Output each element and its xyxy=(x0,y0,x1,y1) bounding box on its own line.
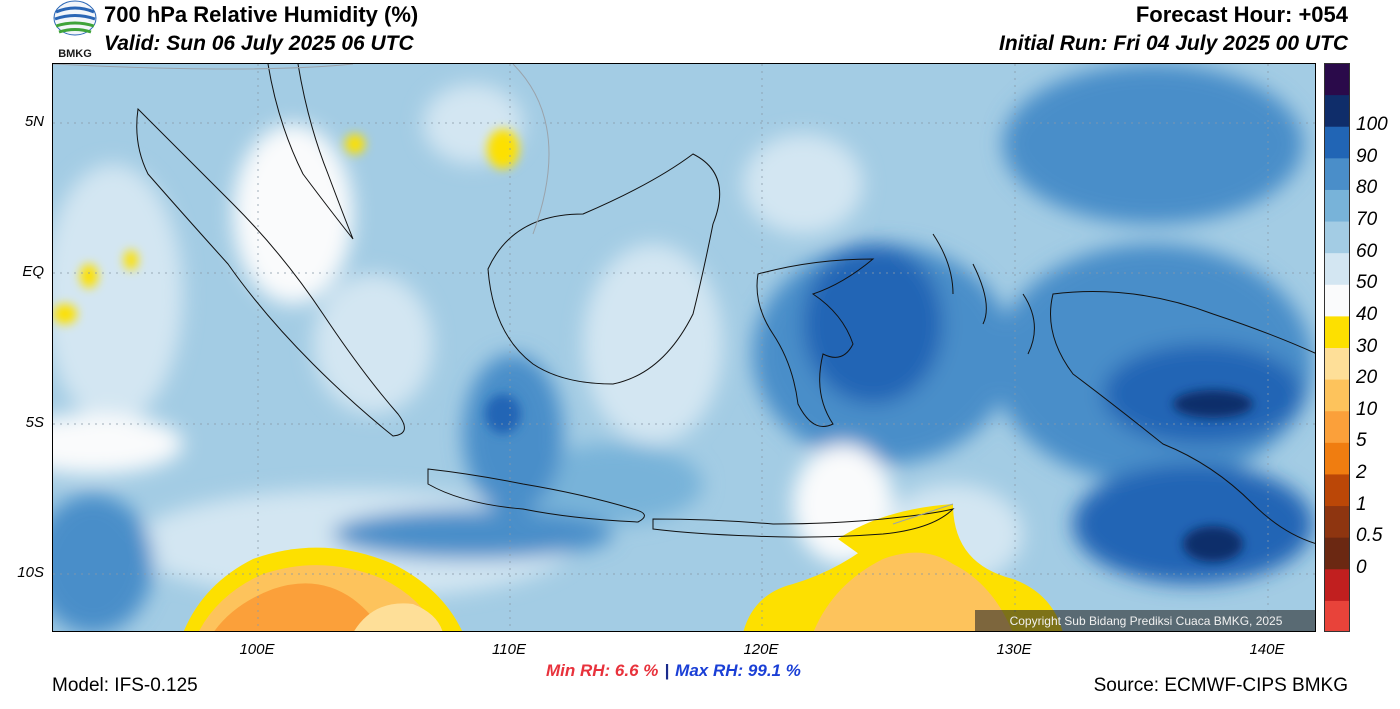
colorbar-swatch xyxy=(1324,63,1350,96)
initial-run: Initial Run: Fri 04 July 2025 00 UTC xyxy=(999,32,1348,55)
colorbar-swatch xyxy=(1324,505,1350,538)
colorbar-label: 2 xyxy=(1356,461,1367,483)
colorbar-label: 100 xyxy=(1356,114,1388,136)
sumatra-outline xyxy=(136,107,405,437)
lat-label-5n: 5N xyxy=(24,113,44,130)
data-source: Source: ECMWF-CIPS BMKG xyxy=(1093,675,1348,696)
new-guinea-outline xyxy=(1050,291,1315,544)
colorbar-swatch xyxy=(1324,442,1350,475)
java-outline xyxy=(427,468,645,523)
model-name: Model: IFS-0.125 xyxy=(52,675,198,696)
forecast-hour: Forecast Hour: +054 xyxy=(1135,2,1348,27)
lat-label-eq: EQ xyxy=(22,263,44,280)
colorbar-swatch xyxy=(1324,347,1350,380)
lon-label-130e: 130E xyxy=(996,641,1032,658)
malaya-outline xyxy=(267,64,354,240)
colorbar-label: 0.5 xyxy=(1356,525,1383,547)
colorbar-swatch xyxy=(1324,189,1350,222)
lesser-sunda-outline xyxy=(652,508,955,538)
colorbar-swatch xyxy=(1324,568,1350,601)
colorbar-swatch xyxy=(1324,284,1350,317)
lon-label-140e: 140E xyxy=(1249,641,1285,658)
colorbar-label: 10 xyxy=(1356,398,1378,420)
colorbar-label: 0 xyxy=(1356,556,1367,578)
borneo-outline xyxy=(487,153,721,385)
svg-text:BMKG: BMKG xyxy=(58,48,92,60)
rh-separator: | xyxy=(664,661,670,680)
sulawesi-outline xyxy=(756,258,875,427)
maluku-outline xyxy=(932,233,1035,355)
map-canvas xyxy=(53,64,1315,631)
lat-label-10s: 10S xyxy=(17,564,44,581)
colorbar-swatch xyxy=(1324,537,1350,570)
min-rh: Min RH: 6.6 % xyxy=(546,661,659,680)
colorbar-label: 90 xyxy=(1356,145,1378,167)
colorbar-label: 1 xyxy=(1356,493,1367,515)
colorbar-label: 60 xyxy=(1356,240,1378,262)
colorbar-label: 80 xyxy=(1356,177,1378,199)
valid-time: Valid: Sun 06 July 2025 06 UTC xyxy=(104,32,414,55)
colorbar xyxy=(1324,63,1350,632)
rh-extremes: Min RH: 6.6 % | Max RH: 99.1 % xyxy=(546,661,801,681)
humidity-map: Copyright Sub Bidang Prediksi Cuaca BMKG… xyxy=(52,63,1316,632)
colorbar-swatch xyxy=(1324,600,1350,632)
colorbar-swatch xyxy=(1324,473,1350,507)
colorbar-label: 30 xyxy=(1356,335,1378,357)
colorbar-swatch xyxy=(1324,94,1350,127)
colorbar-label: 20 xyxy=(1356,367,1378,389)
colorbar-swatch xyxy=(1324,157,1350,190)
lon-label-120e: 120E xyxy=(743,641,779,658)
colorbar-swatch xyxy=(1324,126,1350,159)
copyright-notice: Copyright Sub Bidang Prediksi Cuaca BMKG… xyxy=(975,610,1315,631)
colorbar-swatch xyxy=(1324,315,1350,348)
lat-label-5s: 5S xyxy=(25,414,44,431)
max-rh: Max RH: 99.1 % xyxy=(675,661,801,680)
colorbar-label: 5 xyxy=(1356,430,1367,452)
colorbar-swatch xyxy=(1324,379,1350,412)
lon-label-100e: 100E xyxy=(239,641,275,658)
colorbar-label: 40 xyxy=(1356,303,1378,325)
colorbar-swatch xyxy=(1324,410,1350,443)
colorbar-label: 70 xyxy=(1356,209,1378,231)
bmkg-logo: BMKG xyxy=(53,0,97,60)
colorbar-label: 50 xyxy=(1356,272,1378,294)
colorbar-swatch xyxy=(1324,252,1350,285)
chart-title: 700 hPa Relative Humidity (%) xyxy=(104,2,419,27)
colorbar-swatch xyxy=(1324,221,1350,254)
lon-label-110e: 110E xyxy=(492,641,526,658)
